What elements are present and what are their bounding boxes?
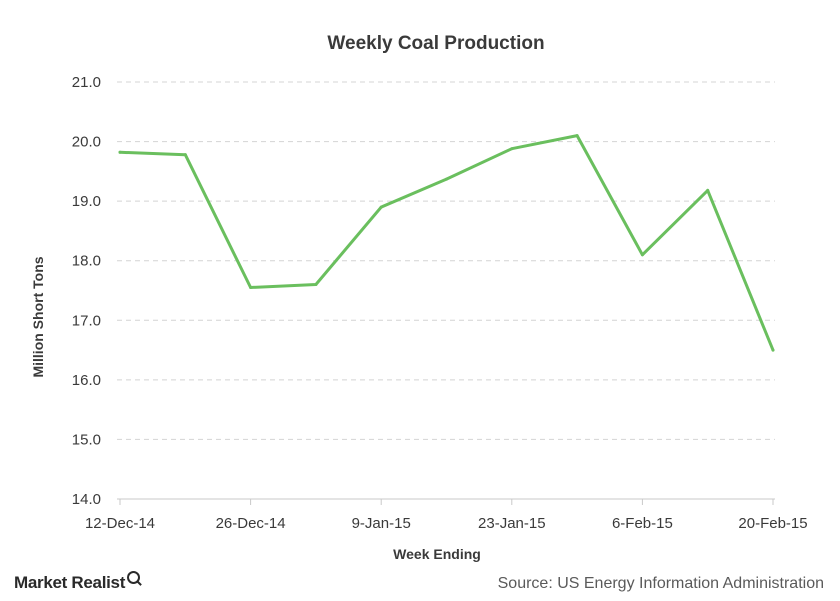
x-tick-labels: 12-Dec-14 26-Dec-14 9-Jan-15 23-Jan-15 6-Feb… xyxy=(85,499,808,532)
y-tick-label: 20.0 xyxy=(72,134,101,151)
y-tick-label: 16.0 xyxy=(72,372,101,389)
y-tick-label: 14.0 xyxy=(72,491,101,508)
data-point xyxy=(706,188,710,192)
y-tick-label: 17.0 xyxy=(72,312,101,329)
x-axis-label: Week Ending xyxy=(393,546,481,562)
data-point xyxy=(183,153,187,157)
x-tick-label: 6-Feb-15 xyxy=(612,515,673,532)
data-point xyxy=(379,205,383,209)
logo-text: Market Realist xyxy=(14,573,126,592)
data-point xyxy=(445,177,448,181)
data-point xyxy=(640,253,644,257)
data-point xyxy=(249,286,253,290)
gridlines xyxy=(117,81,775,440)
x-tick-label: 9-Jan-15 xyxy=(352,515,411,532)
y-tick-label: 21.0 xyxy=(72,74,101,91)
data-point xyxy=(510,147,514,151)
chart-title: Weekly Coal Production xyxy=(327,33,544,54)
data-point xyxy=(575,134,579,138)
data-point xyxy=(771,348,775,352)
market-realist-logo: Market Realist xyxy=(14,571,141,593)
y-tick-label: 19.0 xyxy=(72,193,101,210)
x-tick-label: 12-Dec-14 xyxy=(85,515,155,532)
x-tick-label: 26-Dec-14 xyxy=(216,515,286,532)
x-tick-label: 20-Feb-15 xyxy=(738,515,807,532)
series-group xyxy=(118,134,775,352)
x-tick-label: 23-Jan-15 xyxy=(478,515,546,532)
source-note: Source: US Energy Information Administra… xyxy=(497,575,824,592)
production-line xyxy=(118,134,775,352)
y-tick-labels: 14.0 15.0 16.0 17.0 18.0 19.0 20.0 21.0 xyxy=(72,74,101,508)
y-axis-label: Million Short Tons xyxy=(30,256,46,377)
data-point xyxy=(118,150,122,154)
data-point xyxy=(314,283,318,287)
y-tick-label: 18.0 xyxy=(72,253,101,270)
magnifier-icon xyxy=(127,571,141,584)
y-tick-label: 15.0 xyxy=(72,431,101,448)
